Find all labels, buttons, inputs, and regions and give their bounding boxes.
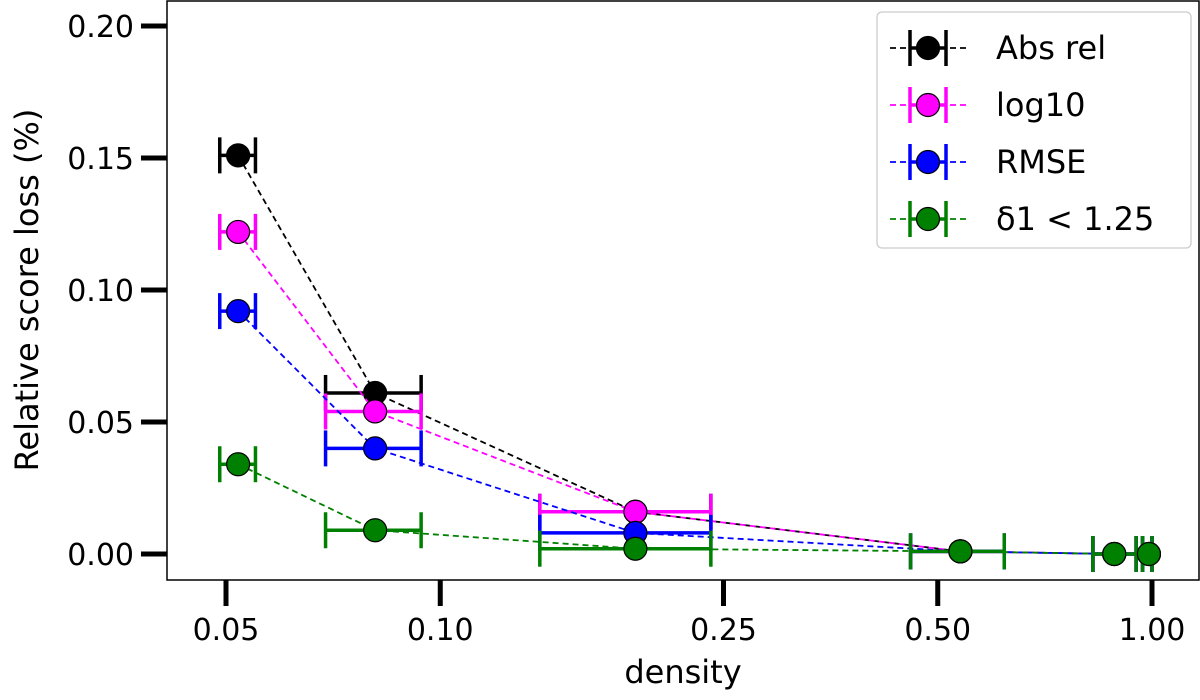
axes-frame bbox=[166, 0, 1200, 581]
x-tick-label: 0.50 bbox=[904, 613, 971, 648]
x-tick-label: 0.05 bbox=[193, 613, 260, 648]
x-tick-label: 0.25 bbox=[690, 613, 757, 648]
series-line bbox=[237, 310, 1149, 555]
legend-label: log10 bbox=[996, 86, 1086, 124]
data-point bbox=[226, 143, 251, 168]
legend-marker bbox=[915, 35, 941, 61]
y-axis-ticks: 0.00 0.05 0.10 0.15 0.20 bbox=[67, 10, 167, 573]
data-point bbox=[623, 536, 648, 561]
x-axis-ticks: 0.05 0.10 0.25 0.50 1.00 bbox=[193, 580, 1186, 648]
y-tick-label: 0.10 bbox=[67, 274, 134, 309]
series-line bbox=[237, 154, 1149, 555]
y-tick-label: 0.05 bbox=[67, 406, 134, 441]
legend-label: Abs rel bbox=[996, 29, 1106, 67]
legend-entry-0: Abs rel bbox=[890, 29, 1106, 67]
legend-label: δ1 < 1.25 bbox=[996, 200, 1154, 238]
series-3 bbox=[218, 446, 1161, 572]
x-tick-label: 0.10 bbox=[407, 613, 474, 648]
x-axis-label: density bbox=[624, 653, 741, 691]
data-point bbox=[1136, 541, 1161, 567]
legend-box bbox=[876, 11, 1192, 249]
data-point bbox=[948, 539, 973, 564]
series-line bbox=[237, 463, 1149, 555]
plot-area bbox=[218, 137, 1161, 572]
legend-entry-3: δ1 < 1.25 bbox=[890, 200, 1154, 238]
legend-marker bbox=[915, 92, 941, 118]
data-point bbox=[226, 299, 251, 324]
legend-entry-1: log10 bbox=[890, 86, 1086, 124]
data-point bbox=[226, 452, 251, 477]
y-tick-label: 0.00 bbox=[67, 538, 134, 573]
data-point bbox=[1102, 541, 1127, 567]
y-tick-label: 0.20 bbox=[67, 10, 134, 45]
legend-label: RMSE bbox=[996, 143, 1086, 181]
x-tick-label: 1.00 bbox=[1119, 613, 1186, 648]
legend-marker bbox=[915, 149, 941, 175]
legend-entry-2: RMSE bbox=[890, 143, 1086, 181]
legend: Abs rel log10 RMSE δ1 < 1.25 bbox=[876, 11, 1192, 249]
legend-marker bbox=[915, 206, 941, 232]
y-tick-label: 0.15 bbox=[67, 142, 134, 177]
data-point bbox=[623, 499, 648, 524]
data-point bbox=[363, 399, 388, 424]
data-point bbox=[363, 518, 388, 543]
y-axis-label: Relative score loss (%) bbox=[8, 109, 46, 472]
data-point bbox=[363, 436, 388, 461]
data-point bbox=[226, 219, 251, 245]
